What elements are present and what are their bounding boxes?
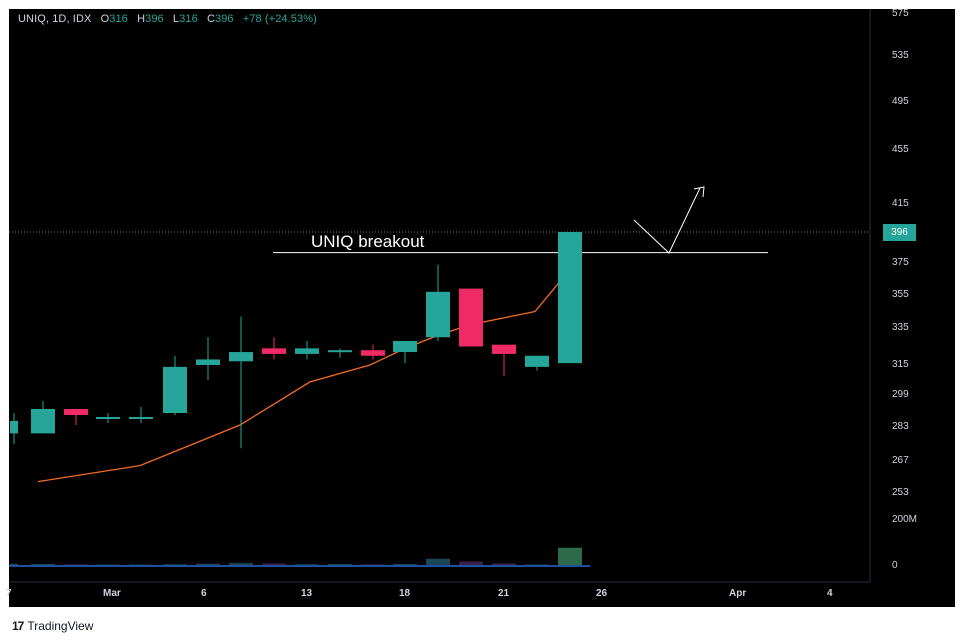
candle-body [10, 421, 18, 434]
high-value: 396 [145, 13, 164, 25]
last-price-badge: 396 [883, 224, 916, 241]
projection-arrowhead [693, 186, 705, 198]
candle-body [96, 417, 120, 419]
time-tick-label: 4 [827, 588, 833, 599]
price-tick-label: 283 [892, 421, 909, 432]
time-tick-label: 13 [301, 588, 313, 599]
time-tick-label: 18 [399, 588, 411, 599]
candle-body [426, 291, 450, 338]
price-tick-label: 455 [892, 144, 909, 155]
price-tick-label: 415 [892, 198, 909, 209]
moving-average-line [37, 268, 571, 483]
price-tick-label: 495 [892, 96, 909, 107]
candle-body [361, 350, 385, 356]
time-tick-label: 6 [201, 588, 207, 599]
close-value: 396 [215, 13, 234, 25]
high-label: H [137, 13, 146, 25]
candle-body [129, 417, 153, 419]
candle-body [459, 288, 483, 347]
time-tick-label: 26 [596, 588, 608, 599]
price-tick-label: 575 [892, 8, 909, 19]
symbol-header: UNIQ, 1D, IDX O316 H396 L316 C396 +78 (+… [18, 13, 317, 25]
volume-tick-label: 200M [892, 514, 918, 525]
close-label: C [206, 13, 215, 25]
price-tick-label: 335 [892, 322, 909, 333]
breakout-annotation: UNIQ breakout [311, 232, 425, 251]
footer: 17 TradingView [12, 619, 93, 633]
candle-body [163, 366, 187, 413]
open-value: 316 [109, 13, 128, 25]
change-value: +78 (+24.53%) [242, 13, 317, 25]
volume-bar [459, 561, 483, 567]
tradingview-logo-icon: 17 [12, 619, 24, 633]
price-tick-label: 315 [892, 359, 909, 370]
candle-body [295, 348, 319, 354]
time-tick-label: 21 [498, 588, 510, 599]
candle-body [64, 409, 88, 415]
price-tick-label: 535 [892, 50, 909, 61]
low-value: 316 [179, 13, 198, 25]
open-label: O [100, 13, 110, 25]
volume-bar [426, 558, 450, 567]
candle-body [229, 352, 253, 362]
volume-bar [558, 547, 582, 567]
candle-body [262, 348, 286, 354]
symbol-info: UNIQ, 1D, IDX [18, 13, 92, 25]
time-tick-label: Apr [729, 588, 747, 599]
price-tick-label: 267 [892, 455, 909, 466]
candle-body [525, 355, 549, 367]
price-tick-label: 253 [892, 487, 909, 498]
brand-name: TradingView [27, 619, 94, 633]
price-tick-label: 355 [892, 289, 909, 300]
time-tick-label: Mar [103, 588, 121, 599]
low-label: L [172, 13, 180, 25]
price-tick-label: 375 [892, 257, 909, 268]
price-tick-label: 299 [892, 389, 909, 400]
projection-path [633, 187, 701, 254]
candle-body [492, 344, 516, 354]
candle-body [196, 359, 220, 365]
candle-body [393, 340, 417, 353]
time-tick-label: 7 [6, 588, 12, 599]
candle-body [558, 232, 582, 364]
volume-tick-label: 0 [892, 560, 898, 571]
candle-body [31, 409, 55, 434]
candle-body [328, 350, 352, 353]
